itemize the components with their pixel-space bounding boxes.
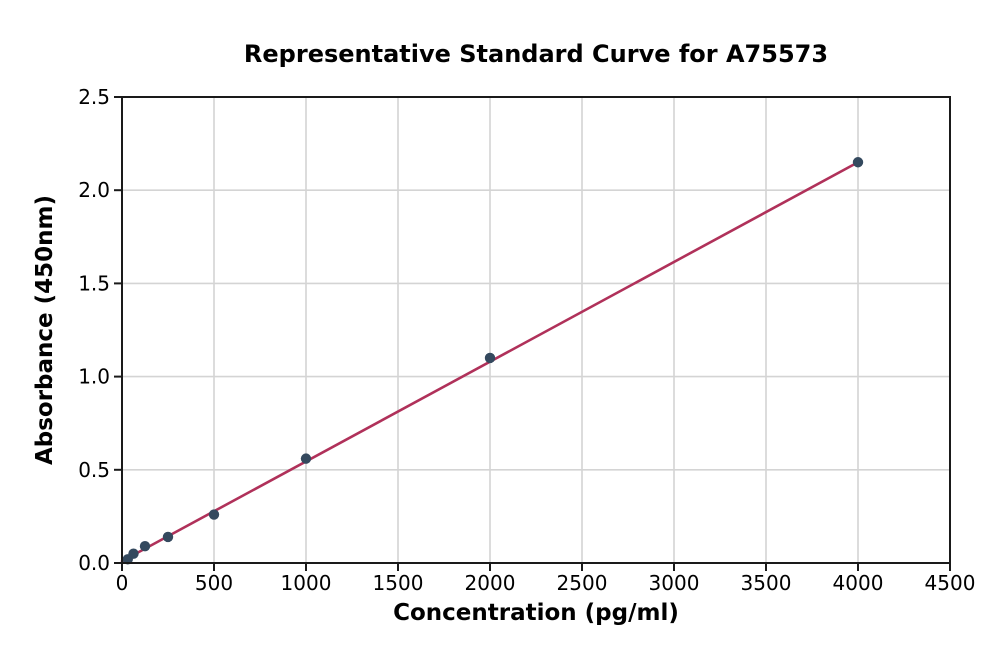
data-point	[162, 531, 174, 543]
axes-box	[121, 96, 951, 564]
x-tick-label: 4000	[833, 571, 884, 595]
x-tick-label: 1000	[281, 571, 332, 595]
y-tick-label: 2.5	[78, 85, 110, 109]
data-point	[139, 541, 151, 552]
x-tick-label: 4500	[925, 571, 976, 595]
x-tick-label: 2500	[557, 571, 608, 595]
x-tick-label: 0	[116, 571, 129, 595]
y-tick-label: 0.5	[78, 458, 110, 482]
data-point	[300, 453, 312, 464]
x-tick-label: 3500	[741, 571, 792, 595]
data-point	[852, 157, 864, 168]
x-tick-label: 1500	[373, 571, 424, 595]
data-point	[128, 548, 139, 559]
x-tick-label: 3000	[649, 571, 700, 595]
y-tick-label: 2.0	[78, 178, 110, 202]
x-tick-label: 2000	[465, 571, 516, 595]
chart-title: Representative Standard Curve for A75573	[243, 40, 829, 68]
y-tick-label: 1.5	[78, 271, 110, 295]
x-tick-label: 500	[195, 571, 233, 595]
x-axis-label: Concentration (pg/ml)	[393, 600, 679, 626]
data-point	[484, 352, 496, 364]
y-tick-label: 1.0	[78, 365, 110, 389]
y-tick-label: 0.0	[78, 551, 110, 575]
data-point	[208, 509, 220, 520]
